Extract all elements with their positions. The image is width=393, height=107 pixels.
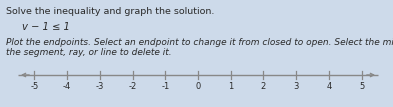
Text: v − 1 ≤ 1: v − 1 ≤ 1 [22,22,70,32]
Text: 5: 5 [359,82,364,91]
Text: 3: 3 [294,82,299,91]
Text: Plot the endpoints. Select an endpoint to change it from closed to open. Select : Plot the endpoints. Select an endpoint t… [6,38,393,47]
Text: -2: -2 [129,82,137,91]
Text: 4: 4 [326,82,332,91]
Text: -4: -4 [63,82,71,91]
Text: -3: -3 [95,82,104,91]
Text: -1: -1 [161,82,169,91]
Text: Solve the inequality and graph the solution.: Solve the inequality and graph the solut… [6,7,214,16]
Text: 0: 0 [195,82,200,91]
Text: -5: -5 [30,82,39,91]
Text: 2: 2 [261,82,266,91]
Text: the segment, ray, or line to delete it.: the segment, ray, or line to delete it. [6,48,172,57]
Text: 1: 1 [228,82,233,91]
